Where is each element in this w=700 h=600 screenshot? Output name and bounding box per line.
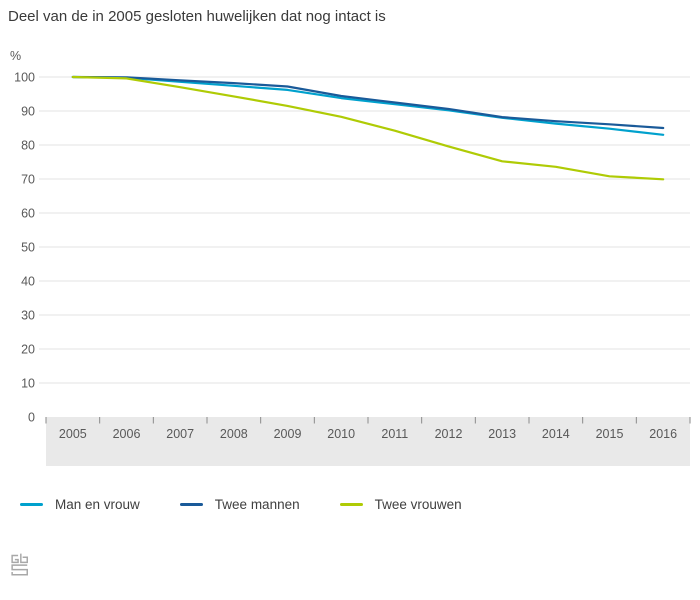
line-chart: 0 10 20 30 40 50 60 70 80 90 100 2005 2006 2007 2008 20…	[14, 71, 691, 466]
cbs-logo-icon	[8, 551, 30, 581]
y-axis-tick-label: 0	[28, 411, 35, 425]
legend-line-swatch	[20, 503, 43, 506]
x-axis-year-label: 2010	[327, 427, 355, 441]
legend-label: Man en vrouw	[55, 497, 140, 512]
x-axis-year-label: 2015	[596, 427, 624, 441]
legend-item-0[interactable]: Man en vrouw	[20, 497, 140, 512]
y-axis-tick-label: 60	[21, 207, 35, 221]
y-axis-tick-label: 80	[21, 139, 35, 153]
y-axis-tick-label: 100	[14, 71, 35, 85]
chart-title: Deel van de in 2005 gesloten huwelijken …	[8, 8, 386, 25]
y-axis-tick-label: 40	[21, 275, 35, 289]
legend-line-swatch	[339, 503, 363, 506]
series-line-1	[71, 75, 665, 130]
x-axis-band	[46, 417, 690, 466]
y-axis-tick-label: 50	[21, 241, 35, 255]
legend-line-swatch	[179, 503, 203, 506]
x-axis-year-label: 2014	[542, 427, 570, 441]
legend-label: Twee vrouwen	[374, 497, 462, 512]
x-axis-year-label: 2005	[59, 427, 87, 441]
legend-label: Twee mannen	[214, 497, 300, 512]
cbs-logo-glyph	[11, 553, 28, 576]
x-axis-year-label: 2013	[488, 427, 516, 441]
x-axis-year-label: 2016	[649, 427, 677, 441]
y-axis-tick-label: 20	[21, 343, 35, 357]
y-axis-tick-label: 10	[21, 377, 35, 391]
legend-item-1[interactable]: Twee mannen	[179, 497, 300, 512]
x-axis-year-label: 2008	[220, 427, 248, 441]
legend-item-2[interactable]: Twee vrouwen	[339, 497, 462, 512]
y-axis-tick-label: 70	[21, 173, 35, 187]
x-axis-year-label: 2007	[166, 427, 194, 441]
x-axis-year-label: 2006	[113, 427, 141, 441]
series-line-2	[71, 75, 665, 181]
x-axis-year-label: 2011	[381, 427, 408, 441]
y-axis-tick-label: 90	[21, 105, 35, 119]
x-axis-year-label: 2009	[274, 427, 302, 441]
legend: Man en vrouw Twee mannen Twee vrouwen	[20, 497, 462, 512]
series-line-0	[71, 75, 665, 136]
y-axis-tick-label: 30	[21, 309, 35, 323]
x-axis-year-label: 2012	[435, 427, 463, 441]
y-axis-unit-label: %	[10, 49, 22, 63]
